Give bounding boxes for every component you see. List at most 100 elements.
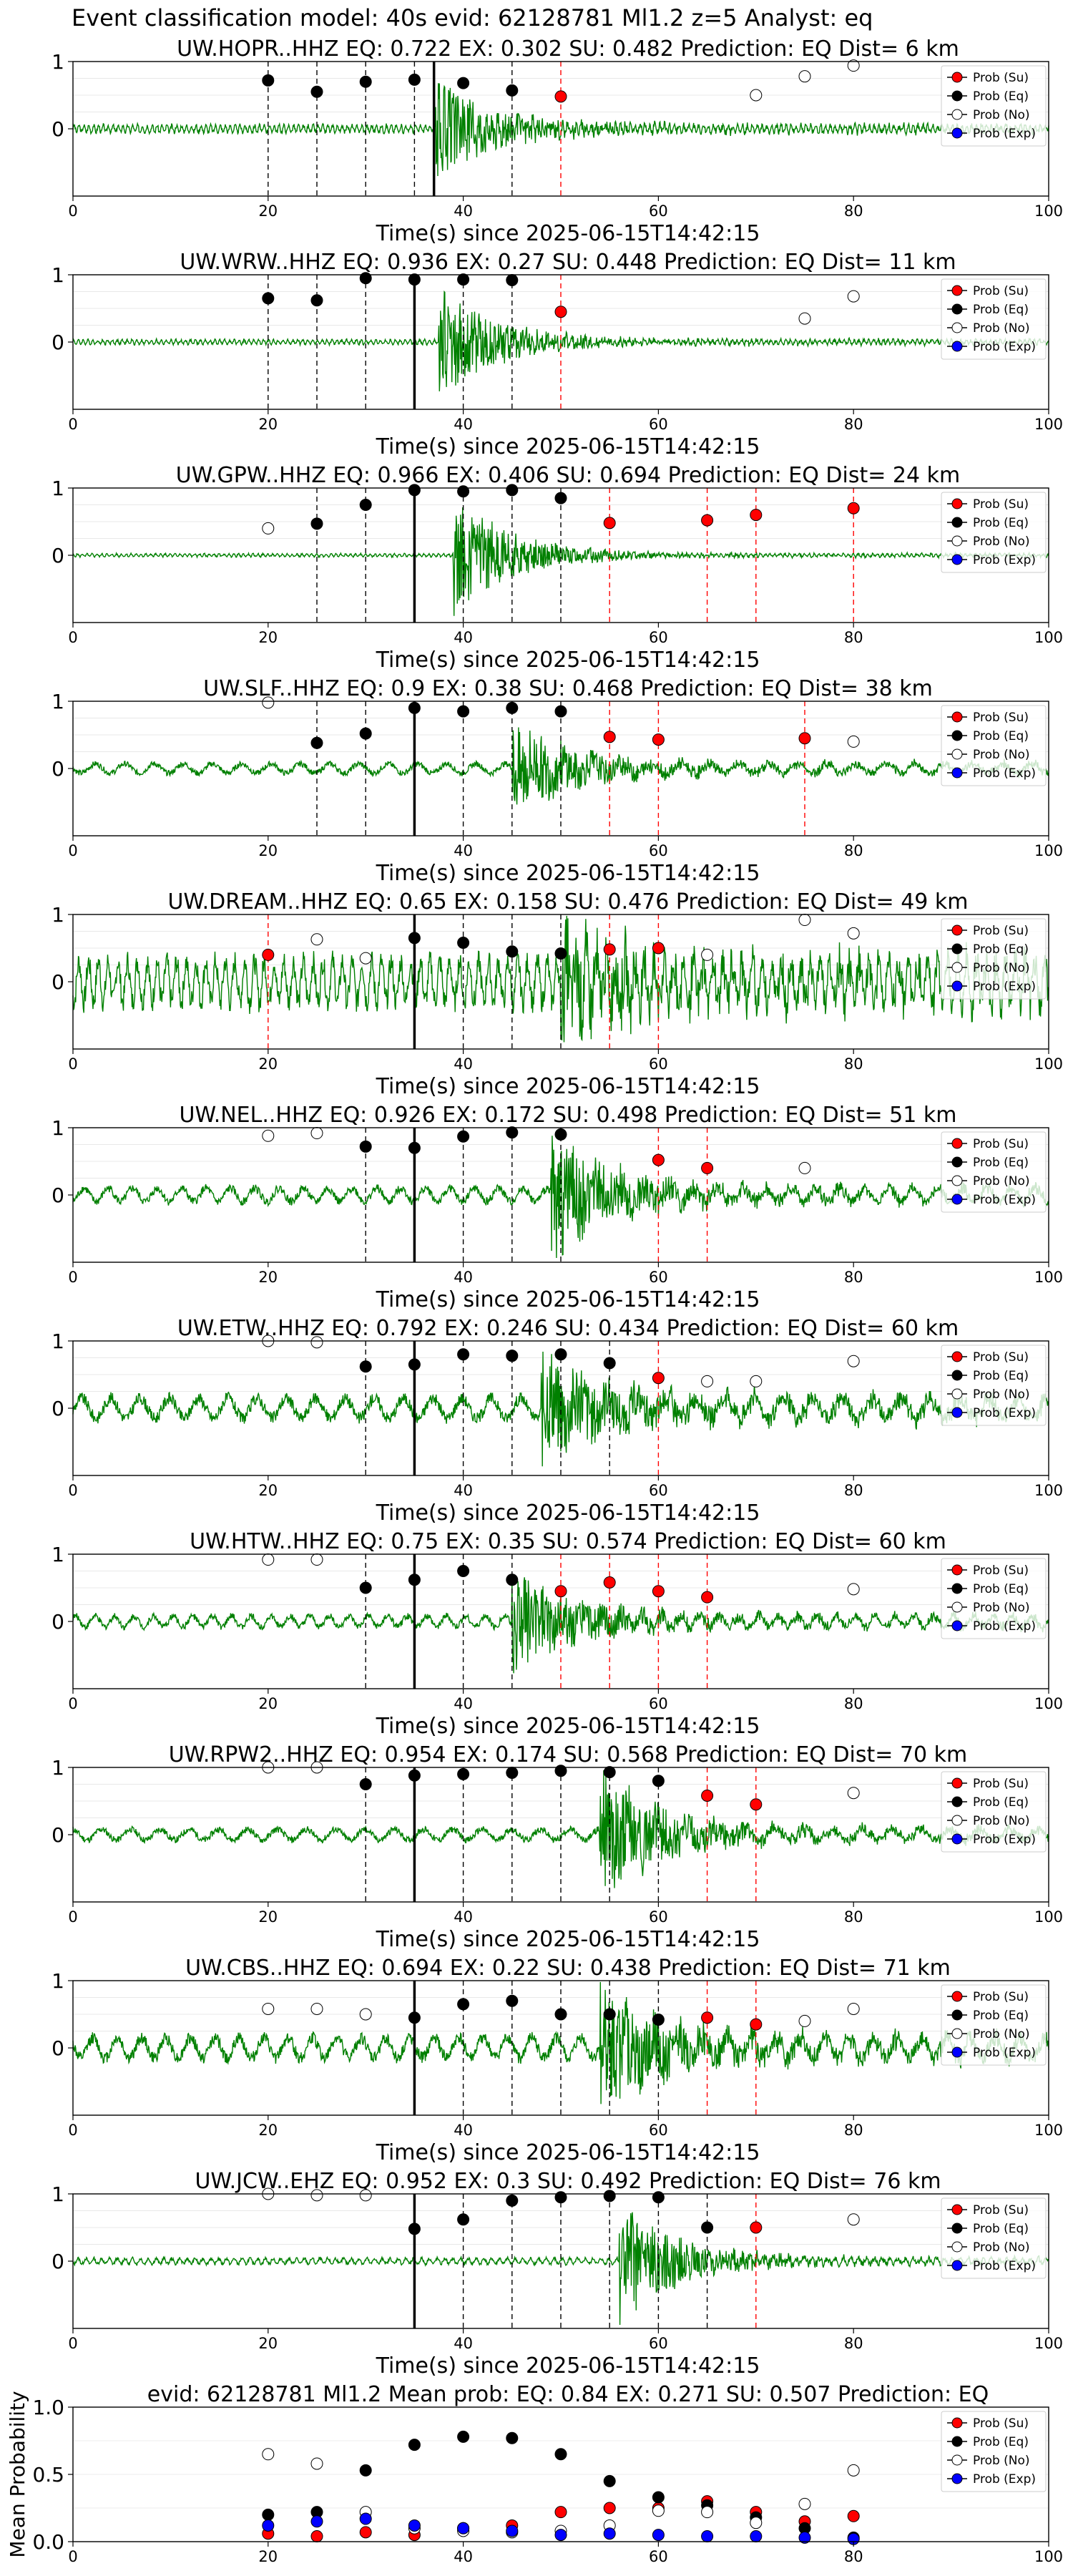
legend-legend-marker (951, 498, 963, 509)
legend-legend-marker (951, 1351, 963, 1362)
prob-marker (750, 1375, 763, 1387)
prob-marker (457, 1130, 470, 1143)
x-tick-label: 80 (844, 1269, 863, 1286)
prob-marker (506, 2194, 519, 2207)
legend-legend-label: Prob (No) (973, 108, 1030, 122)
panel-1: UW.WRW..HHZ EQ: 0.936 EX: 0.27 SU: 0.448… (52, 250, 1063, 459)
prob-marker (310, 517, 323, 530)
legend-legend-marker (951, 2009, 963, 2021)
prob-marker (359, 1140, 372, 1153)
prob-marker (310, 2002, 323, 2015)
prob-marker (506, 274, 519, 287)
legend-legend-marker (951, 1156, 963, 1168)
x-tick-label: 60 (649, 629, 668, 646)
legend: Prob (Su) Prob (Eq) Prob (No) Prob (Exp) (941, 1771, 1047, 1853)
y-tick-label: 0 (52, 331, 64, 354)
x-tick-label: 100 (1034, 2335, 1063, 2352)
y-tick-label: 0.0 (32, 2530, 64, 2554)
legend: Prob (Su) Prob (Eq) Prob (No) Prob (Exp) (941, 1131, 1047, 1213)
prob-marker (554, 1128, 567, 1141)
prob-marker (603, 2190, 616, 2202)
x-tick-label: 40 (454, 2548, 473, 2565)
x-axis-label: Time(s) since 2025-06-15T14:42:15 (376, 434, 760, 459)
prob-marker (310, 736, 323, 749)
prob-marker (359, 952, 372, 965)
legend-legend-label: Prob (Su) (973, 497, 1029, 512)
x-tick-label: 0 (68, 416, 77, 433)
x-tick-label: 60 (649, 416, 668, 433)
legend-legend-box (941, 1558, 1047, 1639)
legend-legend-label: Prob (Su) (973, 711, 1029, 725)
legend-legend-marker (951, 980, 963, 992)
panel-title: UW.DREAM..HHZ EQ: 0.65 EX: 0.158 SU: 0.4… (167, 889, 968, 914)
x-tick-label: 40 (454, 1055, 473, 1073)
x-tick-label: 0 (68, 2335, 77, 2352)
panel-4: UW.DREAM..HHZ EQ: 0.65 EX: 0.158 SU: 0.4… (52, 889, 1063, 1099)
prob-marker (359, 2512, 372, 2525)
prob-marker (603, 1576, 616, 1589)
prob-marker (798, 2497, 811, 2510)
legend: Prob (Su) Prob (Eq) Prob (No) Prob (Exp) (941, 705, 1047, 786)
prob-marker (701, 1161, 714, 1174)
x-tick-label: 100 (1034, 1269, 1063, 1286)
prob-marker (310, 1553, 323, 1566)
x-axis-label: Time(s) since 2025-06-15T14:42:15 (376, 861, 760, 886)
legend-legend-marker (951, 2417, 963, 2429)
x-tick-label: 40 (454, 2122, 473, 2139)
prob-marker (262, 292, 275, 305)
legend-legend-label: Prob (Eq) (973, 1582, 1029, 1596)
x-tick-label: 60 (649, 2122, 668, 2139)
y-tick-label: 1 (52, 477, 64, 500)
prob-marker (554, 306, 567, 318)
legend-legend-marker (951, 2436, 963, 2447)
x-tick-label: 20 (258, 1482, 278, 1499)
legend-legend-label: Prob (Exp) (973, 340, 1036, 354)
prob-marker (310, 2515, 323, 2528)
legend-legend-marker (951, 2241, 963, 2253)
prob-marker (457, 705, 470, 718)
legend-legend-box (941, 1131, 1047, 1213)
prob-marker (310, 2189, 323, 2202)
panel-title: UW.JCW..EHZ EQ: 0.952 EX: 0.3 SU: 0.492 … (195, 2169, 941, 2194)
seismic-trace (72, 83, 1049, 177)
y-tick-label: 1 (52, 1116, 64, 1140)
x-axis-label: Time(s) since 2025-06-15T14:42:15 (376, 1287, 760, 1312)
legend-legend-marker (951, 1796, 963, 1807)
prob-marker (554, 2506, 567, 2519)
prob-marker (408, 2223, 421, 2235)
legend-legend-label: Prob (Exp) (973, 127, 1036, 141)
prob-marker (750, 2221, 763, 2234)
legend-legend-label: Prob (Su) (973, 71, 1029, 85)
legend: Prob (Su) Prob (Eq) Prob (No) Prob (Exp) (941, 65, 1047, 147)
x-tick-label: 20 (258, 842, 278, 859)
legend-legend-label: Prob (No) (973, 1814, 1030, 1828)
legend-legend-label: Prob (No) (973, 1601, 1030, 1615)
legend-legend-marker (951, 1620, 963, 1631)
panel-title: UW.GPW..HHZ EQ: 0.966 EX: 0.406 SU: 0.69… (176, 463, 960, 488)
legend-legend-label: Prob (Exp) (973, 766, 1036, 781)
prob-marker (652, 1153, 665, 1166)
prob-marker (262, 74, 275, 87)
legend-legend-marker (951, 1833, 963, 1845)
legend: Prob (Su) Prob (Eq) Prob (No) Prob (Exp) (941, 1558, 1047, 1639)
x-tick-label: 100 (1034, 2548, 1063, 2565)
prob-marker (359, 2008, 372, 2021)
x-tick-label: 80 (844, 1482, 863, 1499)
legend-legend-label: Prob (Eq) (973, 729, 1029, 743)
legend-legend-marker (951, 1991, 963, 2002)
legend-legend-label: Prob (No) (973, 1174, 1030, 1189)
prob-marker (408, 2439, 421, 2451)
x-tick-label: 40 (454, 1269, 473, 1286)
prob-marker (554, 1765, 567, 1777)
prob-marker (457, 1998, 470, 2011)
legend-legend-marker (951, 943, 963, 955)
legend-legend-box (941, 705, 1047, 786)
legend-legend-marker (951, 535, 963, 547)
legend-legend-label: Prob (No) (973, 748, 1030, 762)
prob-marker (847, 290, 860, 303)
legend: Prob (Su) Prob (Eq) Prob (No) Prob (Exp) (941, 1984, 1047, 2066)
prob-marker (359, 727, 372, 740)
prob-marker (847, 1787, 860, 1800)
x-tick-label: 20 (258, 1695, 278, 1712)
